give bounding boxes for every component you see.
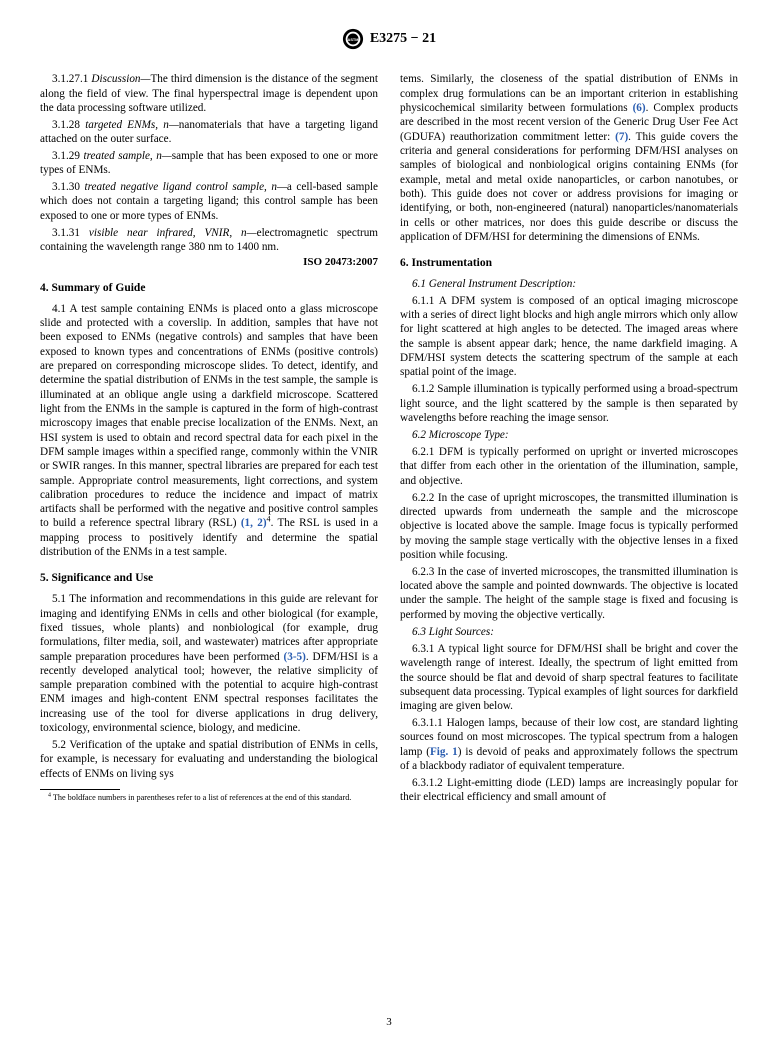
para-6-1-2: 6.1.2 Sample illumination is typically p… xyxy=(400,382,738,425)
def-3-1-29: 3.1.29 treated sample, n—sample that has… xyxy=(40,149,378,178)
para-5-2-part-b: tems. Similarly, the closeness of the sp… xyxy=(400,72,738,244)
section-5-head: 5. Significance and Use xyxy=(40,571,378,586)
iso-reference: ISO 20473:2007 xyxy=(40,255,378,269)
astm-logo-icon: ASTM xyxy=(342,28,364,50)
header-inline: ASTM E3275 − 21 xyxy=(342,28,436,50)
ref-6: (6) xyxy=(633,102,646,114)
para-6-2-1: 6.2.1 DFM is typically performed on upri… xyxy=(400,445,738,488)
def-3-1-30: 3.1.30 treated negative ligand control s… xyxy=(40,180,378,223)
para-5-2-part-a: 5.2 Verification of the uptake and spati… xyxy=(40,738,378,781)
footnote-separator xyxy=(40,789,120,790)
para-6-3-1: 6.3.1 A typical light source for DFM/HSI… xyxy=(400,642,738,714)
section-6-head: 6. Instrumentation xyxy=(400,256,738,271)
para-6-1-1: 6.1.1 A DFM system is composed of an opt… xyxy=(400,294,738,380)
standard-designation: E3275 − 21 xyxy=(370,30,436,48)
def-3-1-28: 3.1.28 targeted ENMs, n—nanomaterials th… xyxy=(40,118,378,147)
subhead-6-1: 6.1 General Instrument Description: xyxy=(400,277,738,291)
page-header: ASTM E3275 − 21 xyxy=(40,28,738,54)
para-5-1: 5.1 The information and recommendations … xyxy=(40,592,378,735)
fig-1-ref: Fig. 1 xyxy=(430,746,458,758)
ref-3-5: (3-5) xyxy=(284,651,306,663)
page-number: 3 xyxy=(0,1015,778,1029)
def-3-1-31: 3.1.31 visible near infrared, VNIR, n—el… xyxy=(40,226,378,255)
para-6-2-3: 6.2.3 In the case of inverted microscope… xyxy=(400,565,738,622)
para-4-1: 4.1 A test sample containing ENMs is pla… xyxy=(40,302,378,560)
section-4-head: 4. Summary of Guide xyxy=(40,281,378,296)
subhead-6-2: 6.2 Microscope Type: xyxy=(400,428,738,442)
subhead-6-3: 6.3 Light Sources: xyxy=(400,625,738,639)
footnote-4: 4 The boldface numbers in parentheses re… xyxy=(40,793,378,802)
para-6-3-1-1: 6.3.1.1 Halogen lamps, because of their … xyxy=(400,716,738,773)
def-3-1-27-1: 3.1.27.1 Discussion—The third dimension … xyxy=(40,72,378,115)
svg-text:ASTM: ASTM xyxy=(347,38,358,42)
para-6-2-2: 6.2.2 In the case of upright microscopes… xyxy=(400,491,738,563)
ref-7: (7) xyxy=(615,131,628,143)
ref-1-2: (1, 2) xyxy=(241,517,267,529)
body-columns: 3.1.27.1 Discussion—The third dimension … xyxy=(40,72,738,1000)
para-6-3-1-2: 6.3.1.2 Light-emitting diode (LED) lamps… xyxy=(400,776,738,805)
